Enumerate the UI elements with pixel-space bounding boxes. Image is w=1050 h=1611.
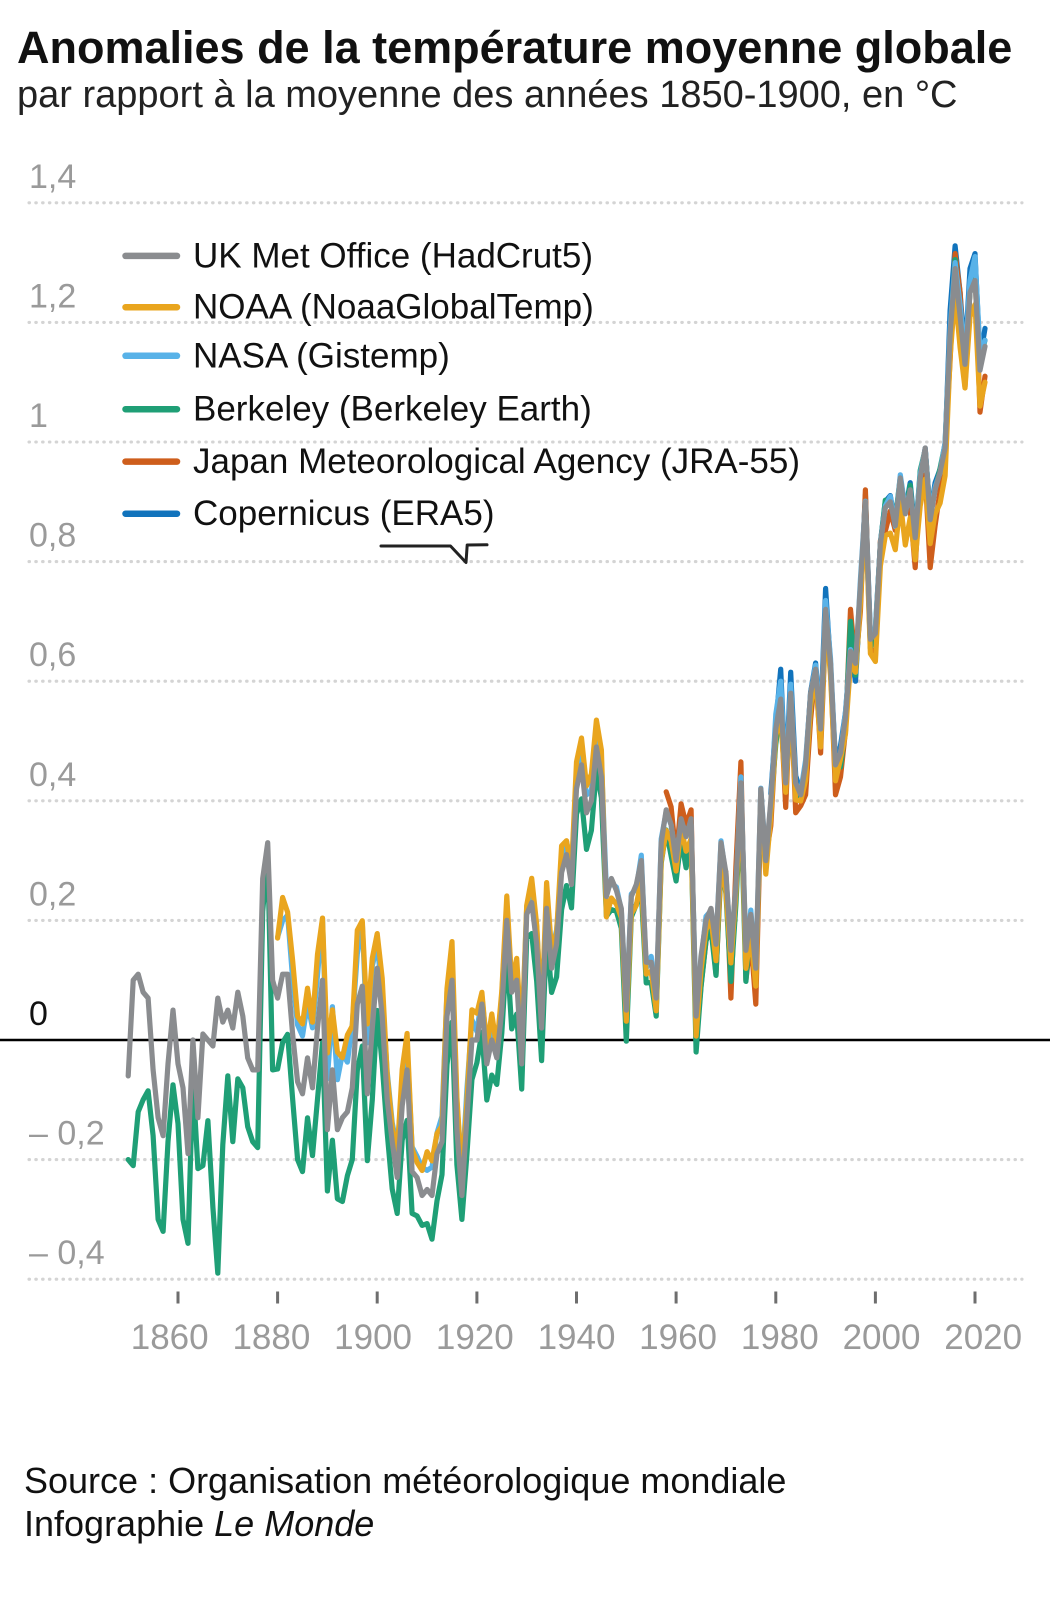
svg-text:par rapport à la moyenne des a: par rapport à la moyenne des années 1850… — [17, 74, 958, 116]
svg-text:2020: 2020 — [944, 1318, 1022, 1357]
svg-text:Anomalies de la température mo: Anomalies de la température moyenne glob… — [17, 22, 1012, 73]
svg-text:Infographie Le Monde: Infographie Le Monde — [24, 1503, 374, 1544]
svg-text:1900: 1900 — [334, 1318, 412, 1357]
svg-text:1980: 1980 — [741, 1318, 819, 1357]
svg-text:Source : Organisation météorol: Source : Organisation météorologique mon… — [24, 1460, 786, 1501]
svg-text:0,6: 0,6 — [29, 636, 76, 674]
svg-text:1,2: 1,2 — [29, 277, 76, 315]
svg-text:Japan Meteorological Agency (J: Japan Meteorological Agency (JRA-55) — [193, 442, 800, 481]
svg-text:Berkeley (Berkeley Earth): Berkeley (Berkeley Earth) — [193, 390, 592, 429]
svg-text:0,8: 0,8 — [29, 517, 76, 555]
svg-text:NASA (Gistemp): NASA (Gistemp) — [193, 336, 450, 375]
svg-text:– 0,2: – 0,2 — [29, 1115, 105, 1153]
svg-text:0: 0 — [29, 995, 48, 1033]
svg-text:1: 1 — [29, 397, 48, 435]
svg-text:1,4: 1,4 — [29, 158, 76, 196]
svg-text:1960: 1960 — [639, 1318, 717, 1357]
svg-text:NOAA (NoaaGlobalTemp): NOAA (NoaaGlobalTemp) — [193, 288, 594, 327]
svg-text:2000: 2000 — [843, 1318, 921, 1357]
svg-text:– 0,4: – 0,4 — [29, 1234, 105, 1272]
svg-text:0,4: 0,4 — [29, 756, 76, 794]
svg-text:1860: 1860 — [131, 1318, 209, 1357]
svg-text:1920: 1920 — [436, 1318, 514, 1357]
svg-text:1880: 1880 — [232, 1318, 310, 1357]
svg-text:1940: 1940 — [538, 1318, 616, 1357]
svg-text:0,2: 0,2 — [29, 875, 76, 913]
svg-text:UK Met Office (HadCrut5): UK Met Office (HadCrut5) — [193, 236, 593, 275]
svg-text:Copernicus (ERA5): Copernicus (ERA5) — [193, 494, 495, 533]
